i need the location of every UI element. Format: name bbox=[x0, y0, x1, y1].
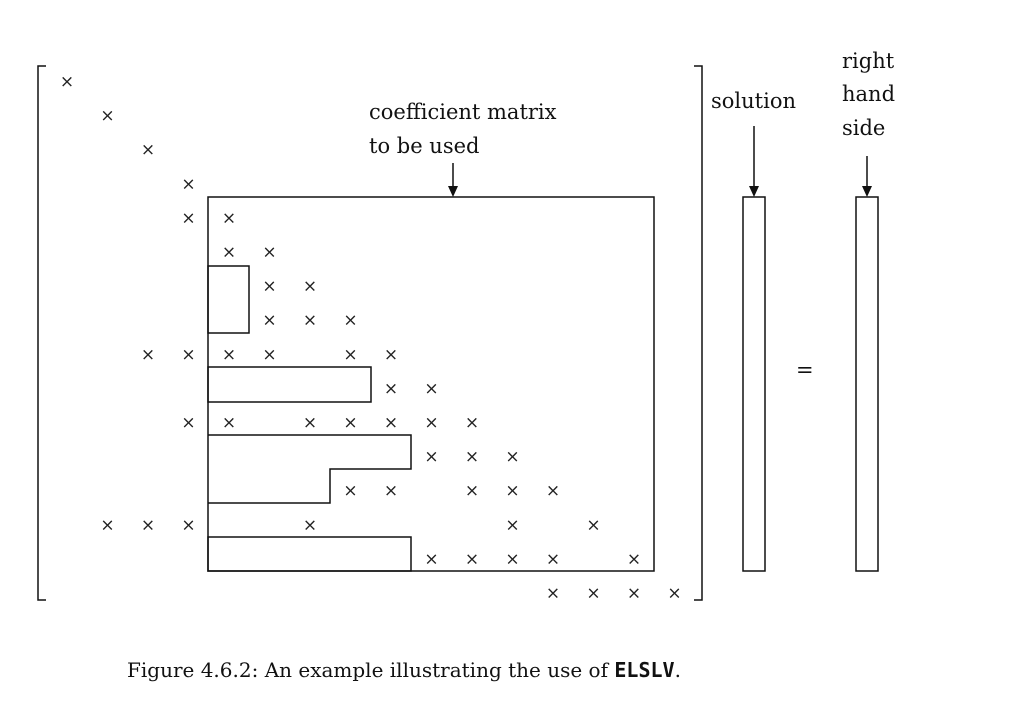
caption-code: ELSLV bbox=[614, 658, 674, 682]
caption-suffix: . bbox=[675, 658, 681, 682]
nonzero-mark: × bbox=[262, 311, 276, 331]
coefficient-arrow-head bbox=[448, 186, 458, 197]
nonzero-mark: × bbox=[222, 208, 236, 228]
nonzero-mark: × bbox=[181, 208, 195, 228]
rhs-label-line1: right bbox=[842, 49, 895, 73]
nonzero-mark: × bbox=[465, 549, 479, 569]
coefficient-label-line1: coefficient matrix bbox=[369, 100, 557, 124]
solution-arrow-head bbox=[749, 186, 759, 197]
nonzero-mark: × bbox=[60, 72, 74, 92]
nonzero-mark: × bbox=[546, 481, 560, 501]
nonzero-mark: × bbox=[384, 413, 398, 433]
nonzero-mark: × bbox=[505, 515, 519, 535]
nonzero-mark: × bbox=[100, 106, 114, 126]
block-rows-12-13 bbox=[208, 434, 412, 504]
figure-caption: Figure 4.6.2: An example illustrating th… bbox=[127, 658, 681, 682]
nonzero-mark: × bbox=[222, 243, 236, 263]
nonzero-mark: × bbox=[465, 481, 479, 501]
block-rows-7-8 bbox=[207, 265, 250, 334]
nonzero-mark: × bbox=[586, 515, 600, 535]
nonzero-mark: × bbox=[303, 413, 317, 433]
nonzero-mark: × bbox=[181, 345, 195, 365]
rhs-vector bbox=[855, 196, 879, 572]
matrix-right-bracket bbox=[694, 65, 703, 601]
nonzero-mark: × bbox=[303, 515, 317, 535]
nonzero-mark: × bbox=[465, 413, 479, 433]
block-row-10 bbox=[207, 366, 372, 403]
matrix-nonzeros: × × × × × × × × × × × × × × × × × × × × × × × × × × × × × × × × × × × × × × × ×… bbox=[60, 72, 682, 604]
nonzero-mark: × bbox=[222, 345, 236, 365]
nonzero-mark: × bbox=[424, 447, 438, 467]
solution-label: solution bbox=[711, 89, 796, 113]
nonzero-mark: × bbox=[465, 447, 479, 467]
nonzero-mark: × bbox=[222, 413, 236, 433]
equals-sign: = bbox=[796, 358, 814, 382]
nonzero-mark: × bbox=[546, 549, 560, 569]
nonzero-mark: × bbox=[627, 549, 641, 569]
nonzero-mark: × bbox=[627, 584, 641, 604]
nonzero-mark: × bbox=[384, 345, 398, 365]
nonzero-mark: × bbox=[586, 584, 600, 604]
nonzero-mark: × bbox=[667, 584, 681, 604]
coefficient-label-line2: to be used bbox=[369, 134, 479, 158]
nonzero-mark: × bbox=[303, 277, 317, 297]
nonzero-mark: × bbox=[181, 174, 195, 194]
nonzero-mark: × bbox=[343, 311, 357, 331]
nonzero-mark: × bbox=[424, 413, 438, 433]
matrix-left-bracket bbox=[37, 65, 46, 601]
nonzero-mark: × bbox=[384, 379, 398, 399]
nonzero-mark: × bbox=[505, 481, 519, 501]
nonzero-mark: × bbox=[141, 345, 155, 365]
nonzero-mark: × bbox=[303, 311, 317, 331]
nonzero-mark: × bbox=[141, 515, 155, 535]
nonzero-mark: × bbox=[343, 481, 357, 501]
nonzero-mark: × bbox=[343, 413, 357, 433]
nonzero-mark: × bbox=[505, 447, 519, 467]
nonzero-mark: × bbox=[181, 413, 195, 433]
rhs-label-line3: side bbox=[842, 116, 885, 140]
nonzero-mark: × bbox=[100, 515, 114, 535]
nonzero-mark: × bbox=[384, 481, 398, 501]
rhs-label-line2: hand bbox=[842, 82, 895, 106]
block-row-15 bbox=[207, 536, 412, 572]
nonzero-mark: × bbox=[262, 345, 276, 365]
nonzero-mark: × bbox=[505, 549, 519, 569]
solution-vector bbox=[742, 196, 766, 572]
nonzero-mark: × bbox=[181, 515, 195, 535]
nonzero-mark: × bbox=[343, 345, 357, 365]
nonzero-mark: × bbox=[262, 277, 276, 297]
nonzero-mark: × bbox=[546, 584, 560, 604]
nonzero-mark: × bbox=[424, 549, 438, 569]
nonzero-mark: × bbox=[262, 243, 276, 263]
nonzero-mark: × bbox=[141, 140, 155, 160]
nonzero-mark: × bbox=[424, 379, 438, 399]
caption-prefix: Figure 4.6.2: An example illustrating th… bbox=[127, 658, 614, 682]
rhs-arrow-head bbox=[862, 186, 872, 197]
